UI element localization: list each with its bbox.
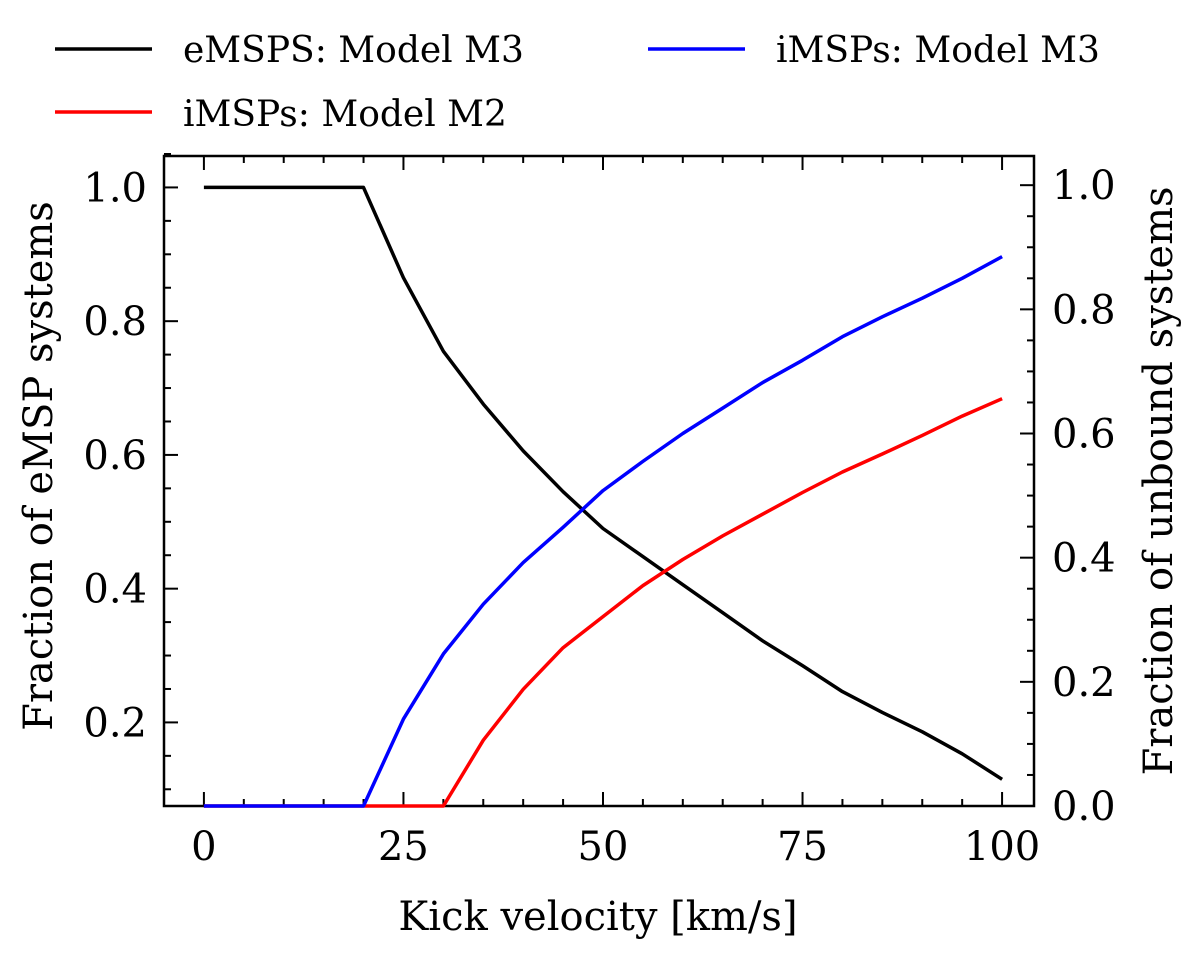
y-left-tick-label: 0.4 bbox=[83, 567, 147, 613]
series-line-emsps-m3 bbox=[203, 185, 1004, 781]
legend-label-imsps-m2: iMSPs: Model M2 bbox=[183, 94, 507, 135]
series-line-imsps-m2 bbox=[203, 397, 1003, 808]
y-right-tick-label: 0.8 bbox=[1052, 287, 1116, 333]
y-left-axis-title: Fraction of eMSP systems bbox=[16, 201, 62, 731]
legend-label-imsps-m3: iMSPs: Model M3 bbox=[776, 30, 1100, 71]
x-tick-label: 50 bbox=[578, 824, 629, 870]
y-right-tick-label: 1.0 bbox=[1052, 163, 1116, 209]
y-left-tick-label: 0.8 bbox=[83, 299, 147, 345]
y-right-axis-title: Fraction of unbound systems bbox=[1136, 186, 1182, 775]
x-tick-label: 75 bbox=[777, 824, 828, 870]
x-tick-label: 100 bbox=[964, 824, 1040, 870]
y-right-tick-label: 0.6 bbox=[1052, 412, 1116, 458]
x-axis-title: Kick velocity [km/s] bbox=[398, 894, 797, 940]
y-right-tick-label: 0.0 bbox=[1052, 784, 1116, 830]
y-left-tick-label: 1.0 bbox=[83, 165, 147, 211]
y-right-tick-label: 0.4 bbox=[1052, 536, 1116, 582]
series-lines bbox=[203, 185, 1004, 808]
series-line-imsps-m3 bbox=[203, 255, 1003, 808]
x-axis-ticks: 0 25 50 75 100 bbox=[191, 156, 1040, 870]
y-left-tick-label: 0.6 bbox=[83, 433, 147, 479]
y-left-tick-label: 0.2 bbox=[83, 700, 147, 746]
x-tick-label: 0 bbox=[191, 824, 216, 870]
y-right-axis-ticks: 0.0 0.2 0.4 0.6 0.8 1.0 bbox=[1020, 163, 1116, 830]
y-right-tick-label: 0.2 bbox=[1052, 660, 1116, 706]
legend-label-emsps-m3: eMSPS: Model M3 bbox=[183, 30, 524, 71]
legend: eMSPS: Model M3 iMSPs: Model M2 iMSPs: M… bbox=[55, 30, 1100, 135]
x-tick-label: 25 bbox=[378, 824, 429, 870]
plot-frame bbox=[162, 154, 1036, 808]
y-left-axis-ticks: 0.2 0.4 0.6 0.8 1.0 bbox=[83, 152, 178, 791]
